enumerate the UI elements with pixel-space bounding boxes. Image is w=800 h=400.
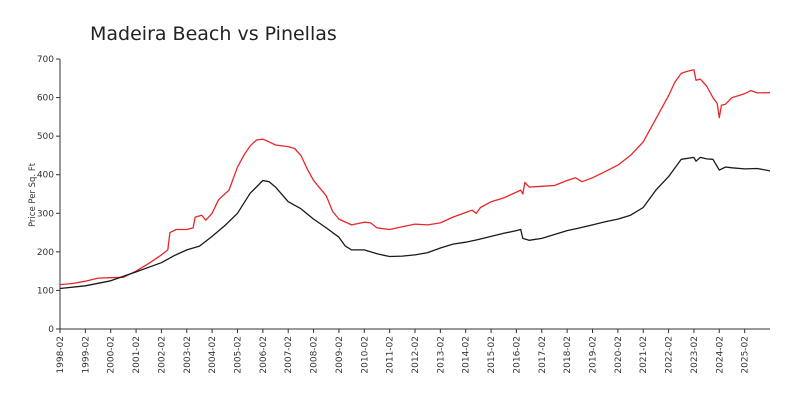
y-tick-label: 700	[37, 55, 54, 65]
x-tick-label: 2025-02	[741, 336, 751, 374]
x-tick-label: 2021-02	[639, 336, 649, 374]
x-tick-label: 2023-02	[690, 336, 700, 374]
x-tick-label: 2015-02	[487, 336, 497, 374]
y-tick-label: 100	[37, 286, 54, 296]
x-tick-label: 2022-02	[665, 336, 675, 374]
x-tick-label: 2024-02	[715, 336, 725, 374]
x-tick-label: 2009-02	[335, 336, 345, 374]
x-tick-label: 2017-02	[538, 336, 548, 374]
x-tick-label: 2013-02	[436, 336, 446, 374]
x-tick-label: 2003-02	[183, 336, 193, 374]
y-tick-label: 200	[37, 248, 54, 258]
x-tick-label: 2014-02	[462, 336, 472, 374]
x-tick-label: 2001-02	[132, 336, 142, 374]
y-tick-label: 500	[37, 132, 54, 142]
x-tick-label: 2010-02	[360, 336, 370, 374]
axis-ticks: 0 100 200 300 400 500 600 700 1998-02 1999-02 2000…	[37, 55, 751, 374]
y-tick-label: 0	[48, 325, 54, 335]
x-tick-label: 2020-02	[614, 336, 624, 374]
y-tick-label: 400	[37, 171, 54, 181]
x-tick-label: 1999-02	[81, 336, 91, 374]
x-tick-label: 2008-02	[310, 336, 320, 374]
x-tick-label: 2012-02	[411, 336, 421, 374]
series-line-1	[59, 69, 771, 286]
x-tick-label: 2002-02	[157, 336, 167, 374]
x-tick-label: 2016-02	[512, 336, 522, 374]
y-axis-label: Price Per Sq. Ft	[28, 162, 38, 227]
x-tick-label: 2000-02	[107, 336, 117, 374]
x-tick-label: 2019-02	[589, 336, 599, 374]
series-line-2	[59, 156, 771, 290]
x-tick-label: 2018-02	[563, 336, 573, 374]
y-tick-label: 600	[37, 94, 54, 104]
series-layer	[59, 69, 771, 290]
y-tick-label: 300	[37, 209, 54, 219]
x-tick-label: 2011-02	[386, 336, 396, 374]
x-tick-label: 2005-02	[234, 336, 244, 374]
chart-title: Madeira Beach vs Pinellas	[90, 23, 337, 45]
x-tick-label: 2006-02	[259, 336, 269, 374]
x-tick-label: 1998-02	[56, 336, 66, 374]
x-tick-label: 2007-02	[284, 336, 294, 374]
x-tick-label: 2004-02	[208, 336, 218, 374]
